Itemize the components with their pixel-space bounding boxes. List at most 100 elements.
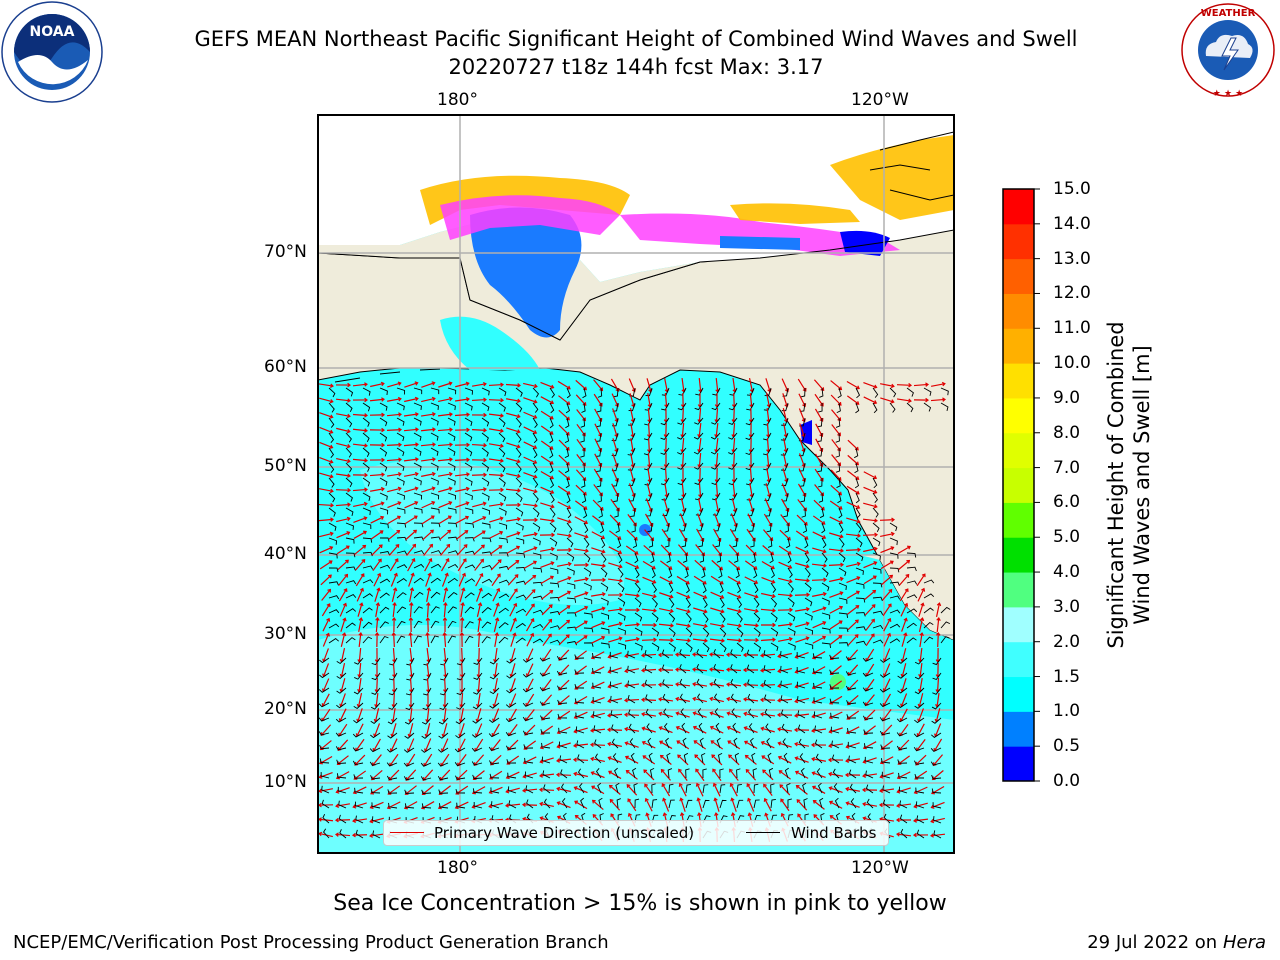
wave-arrow-head [640,668,645,673]
wave-arrow-head [352,818,357,823]
wave-arrow-head [871,604,876,608]
wind-barb [838,642,849,647]
wave-direction-arrow [542,633,552,647]
wave-arrow-head [431,500,436,506]
wave-arrow-head [912,832,917,838]
wave-direction-arrow [374,708,380,722]
wave-arrow-head [751,523,756,528]
wind-barb [631,522,636,533]
wind-barb [812,653,823,659]
wave-direction-arrow [423,753,433,767]
wave-direction-arrow [744,560,758,570]
colorbar-bin [1003,641,1034,678]
wind-barb [447,620,457,629]
wind-barb [609,666,619,674]
lat-label-40n: 40°N [264,544,307,564]
wind-barb [430,606,440,614]
wave-direction-arrow [642,592,656,598]
wave-direction-arrow [917,708,925,722]
wave-direction-arrow [542,648,552,662]
wave-arrow-head [369,819,374,824]
wave-direction-arrow [880,560,894,570]
wave-direction-arrow [443,662,447,678]
wind-barb [914,717,925,724]
wave-arrow-head [819,463,824,467]
wave-direction-arrow [506,427,520,433]
wave-arrow-head [607,654,612,659]
wave-arrow-head [459,631,465,636]
wave-arrow-head [590,728,594,733]
wave-direction-arrow [522,788,538,792]
wind-barb [685,768,690,779]
wind-barb [732,537,738,548]
wave-direction-arrow [424,738,432,752]
wave-arrow-head [465,501,470,506]
wind-barb [549,537,558,547]
wind-barb [372,816,381,824]
wave-direction-arrow [539,789,555,791]
wave-arrow-head [802,493,807,497]
wind-barb [787,552,792,564]
wind-barb [522,687,534,693]
wave-direction-arrow [373,723,381,737]
wind-barb [355,829,364,839]
wind-barb [328,402,335,413]
wave-arrow-head [500,487,505,493]
wave-arrow-head [534,503,538,508]
wave-direction-arrow [847,694,859,706]
wind-barb [668,597,675,608]
wave-arrow-head [822,591,827,597]
wind-barb [865,770,874,779]
wave-arrow-head [329,474,334,479]
wave-arrow-head [448,471,453,477]
wave-direction-arrow [660,560,672,570]
wave-arrow-head [915,761,919,766]
wind-barb [838,522,844,534]
wave-direction-arrow [748,498,754,512]
wind-barb [539,657,551,662]
wind-barb [906,566,917,572]
colorbar-label: Significant Height of Combined Wind Wave… [1103,275,1155,695]
wave-arrow-head [906,559,911,564]
wind-barb [464,432,473,442]
wind-barb [629,738,636,749]
wave-arrow-head [498,545,503,549]
wave-arrow-head [358,632,363,636]
wave-arrow-head [931,776,936,781]
wind-barb [557,685,568,690]
wind-barb [897,672,908,679]
wave-direction-arrow [319,412,333,418]
colorbar-bin [1003,363,1034,399]
wind-barb [906,622,917,629]
wave-arrow-head [414,396,419,402]
wind-barb [872,552,881,561]
wave-direction-arrow [846,576,860,584]
wave-arrow-head [789,607,794,613]
wind-barb [712,387,721,396]
wave-direction-arrow [917,723,925,737]
wave-direction-arrow [421,397,435,403]
wave-direction-arrow [658,623,674,627]
wave-arrow-head [669,594,674,599]
wave-direction-arrow [421,515,435,525]
wave-arrow-head [359,602,364,607]
wave-direction-arrow [662,798,670,812]
wave-arrow-head [763,783,767,788]
wave-direction-arrow [766,437,770,453]
wind-barb [668,612,676,623]
wave-direction-arrow [664,482,668,498]
wind-barb [413,606,423,614]
wave-arrow-head [598,433,603,438]
wave-arrow-head [678,782,683,787]
wave-arrow-head [415,427,419,432]
wave-direction-arrow [522,503,538,507]
wave-arrow-head [494,632,500,637]
wave-direction-arrow [539,518,555,522]
wind-barb [889,537,898,546]
wind-barb [770,627,779,637]
wind-barb [558,741,568,749]
wave-direction-arrow [455,502,469,508]
wave-direction-arrow [695,768,705,782]
wave-direction-arrow [727,726,741,734]
wind-barb [712,507,721,516]
